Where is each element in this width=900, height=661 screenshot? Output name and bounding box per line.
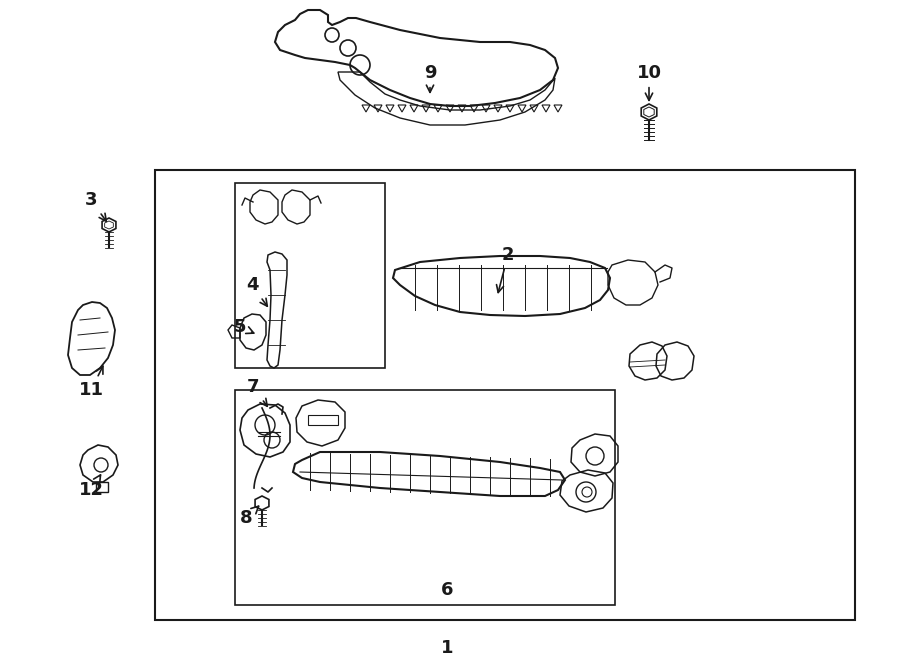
Text: 8: 8 (239, 506, 258, 527)
Text: 4: 4 (246, 276, 267, 306)
Text: 2: 2 (497, 246, 514, 293)
Bar (235, 183, 385, 368)
Text: 5: 5 (234, 318, 254, 336)
Text: 6: 6 (441, 581, 454, 599)
Bar (155, 170, 855, 620)
Text: 10: 10 (636, 64, 662, 100)
Text: 12: 12 (78, 475, 104, 499)
Text: 9: 9 (424, 64, 436, 93)
Text: 11: 11 (78, 366, 104, 399)
Text: 7: 7 (247, 378, 267, 407)
Bar (235, 390, 615, 605)
Text: 1: 1 (441, 639, 454, 657)
Text: 3: 3 (85, 191, 106, 221)
